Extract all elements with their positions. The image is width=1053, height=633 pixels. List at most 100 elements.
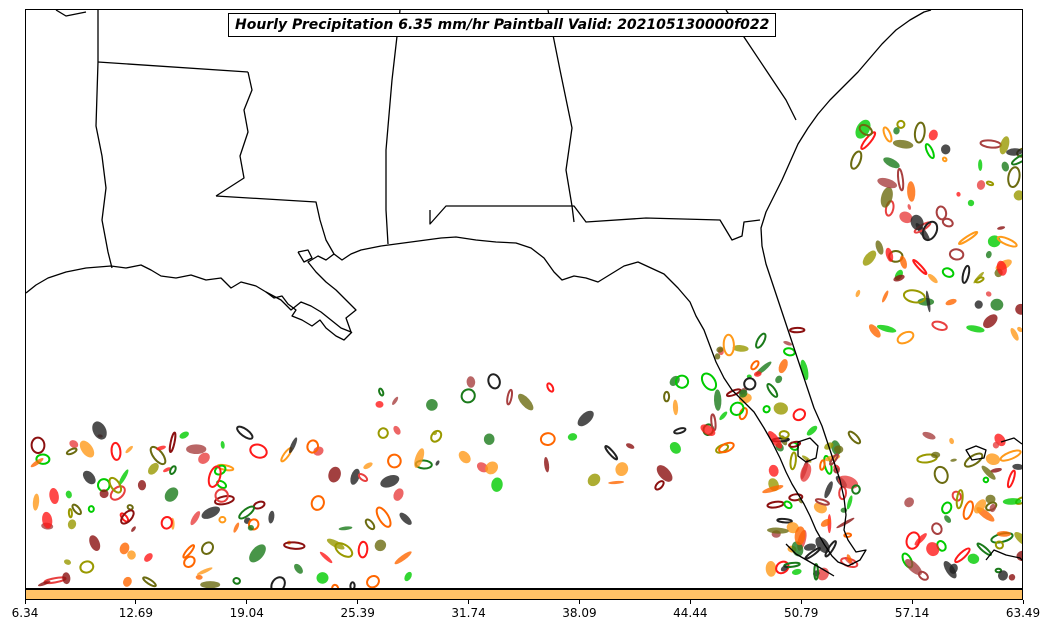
precipitation-blob xyxy=(414,448,425,468)
precipitation-blob xyxy=(963,452,984,468)
precipitation-blob xyxy=(941,156,948,163)
precipitation-blob xyxy=(131,526,136,532)
precipitation-blob xyxy=(214,495,235,506)
precipitation-blob xyxy=(767,527,789,534)
precipitation-blob xyxy=(460,388,476,404)
precipitation-blob xyxy=(169,465,177,475)
colorbar-tick-label: 57.14 xyxy=(894,606,930,620)
precipitation-blob xyxy=(1006,148,1022,156)
precipitation-blob xyxy=(200,581,221,588)
colorbar-tick-label: 25.39 xyxy=(340,606,375,620)
colorbar-tick xyxy=(689,600,691,604)
precipitation-blob xyxy=(190,511,201,526)
precipitation-blob xyxy=(544,457,550,473)
precipitation-blob xyxy=(713,389,722,411)
precipitation-blob xyxy=(654,480,665,491)
precipitation-blob xyxy=(896,119,906,129)
precipitation-blob xyxy=(847,430,862,445)
precipitation-blob xyxy=(669,442,681,454)
precipitation-blob xyxy=(89,535,101,551)
precipitation-blob xyxy=(999,449,1022,462)
precipitation-blob xyxy=(944,515,952,523)
precipitation-blob xyxy=(765,561,777,577)
precipitation-blob xyxy=(921,220,939,242)
precipitation-blob xyxy=(518,393,534,411)
precipitation-blob xyxy=(270,576,286,588)
precipitation-blob xyxy=(904,497,914,508)
precipitation-blob xyxy=(806,425,818,436)
precipitation-blob xyxy=(363,462,373,470)
precipitation-blob xyxy=(824,481,833,499)
colorbar-tick-label: 19.04 xyxy=(229,606,264,620)
precipitation-blob xyxy=(160,516,173,530)
precipitation-blob xyxy=(985,180,995,187)
precipitation-blob xyxy=(800,463,812,482)
precipitation-blob xyxy=(316,572,329,584)
precipitation-blob xyxy=(868,324,881,338)
precipitation-blob xyxy=(910,214,924,231)
precipitation-blob xyxy=(882,290,889,303)
precipitation-blob xyxy=(933,465,949,484)
precipitation-blob xyxy=(962,500,974,520)
louisiana-mississippi-border xyxy=(215,195,335,255)
precipitation-blob xyxy=(399,512,412,525)
precipitation-blob xyxy=(79,440,95,458)
precipitation-blob xyxy=(846,554,852,563)
precipitation-blob xyxy=(42,511,53,529)
precipitation-blob xyxy=(82,470,96,485)
precipitation-blob xyxy=(951,490,962,502)
precipitation-blob xyxy=(851,484,861,495)
precipitation-blob xyxy=(780,565,788,572)
precipitation-blob xyxy=(79,560,95,574)
colorbar-tick-label: 50.79 xyxy=(784,606,819,620)
precipitation-blob xyxy=(882,126,893,143)
precipitation-blob xyxy=(392,396,399,406)
precipitation-blob xyxy=(738,407,748,421)
precipitation-blob xyxy=(783,340,793,346)
precipitation-blob xyxy=(567,433,578,441)
precipitation-blob xyxy=(236,425,254,440)
precipitation-blob xyxy=(195,574,203,580)
precipitation-blob xyxy=(375,506,392,528)
precipitation-blob xyxy=(164,487,179,502)
precipitation-blob xyxy=(956,191,961,197)
precipitation-blob xyxy=(357,473,369,482)
precipitation-blob xyxy=(896,330,915,345)
precipitation-blob xyxy=(374,539,387,552)
precipitation-blob xyxy=(604,445,619,461)
precipitation-blob xyxy=(331,583,340,588)
precipitation-blob xyxy=(907,181,916,202)
precipitation-blob xyxy=(67,519,77,530)
precipitation-blob xyxy=(899,255,907,269)
precipitation-blob xyxy=(893,127,900,135)
precipitation-blob xyxy=(375,400,384,408)
precipitation-blob xyxy=(954,547,971,564)
precipitation-blob xyxy=(907,204,912,210)
precipitation-blob xyxy=(877,177,898,189)
precipitation-blob xyxy=(961,264,971,284)
precipitation-blob xyxy=(656,465,673,482)
precipitation-blob xyxy=(716,346,724,353)
precipitation-blob xyxy=(92,421,107,440)
precipitation-blob xyxy=(788,493,804,502)
precipitation-blob xyxy=(1012,463,1022,470)
north-mississippi-border xyxy=(55,10,87,17)
precipitation-blob xyxy=(766,382,779,398)
precipitation-blob xyxy=(858,123,873,137)
precipitation-blob xyxy=(989,503,996,513)
map-panel xyxy=(25,9,1023,589)
precipitation-blob xyxy=(201,506,221,519)
precipitation-blob xyxy=(608,480,625,485)
precipitation-blob xyxy=(766,500,785,509)
precipitation-blob xyxy=(35,453,51,465)
precipitation-blob xyxy=(319,551,333,564)
island-east xyxy=(1000,437,1022,445)
precipitation-blob xyxy=(458,450,471,464)
precipitation-blob xyxy=(214,488,229,503)
precipitation-blob xyxy=(786,522,799,534)
precipitation-blob xyxy=(775,375,783,384)
precipitation-blob xyxy=(732,345,749,352)
precipitation-blob xyxy=(30,458,44,468)
precipitation-blob xyxy=(914,533,927,546)
precipitation-blob xyxy=(123,576,132,587)
